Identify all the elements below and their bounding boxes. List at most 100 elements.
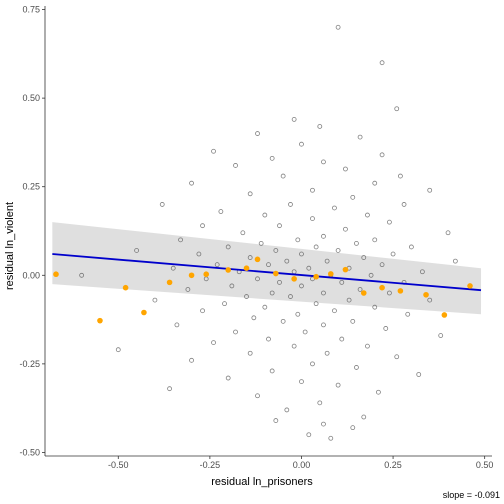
data-point bbox=[295, 311, 301, 317]
data-point bbox=[178, 237, 183, 243]
data-point bbox=[368, 272, 374, 278]
data-point bbox=[383, 326, 389, 331]
data-point bbox=[321, 290, 326, 296]
data-point bbox=[365, 212, 370, 218]
data-point bbox=[445, 230, 451, 236]
plot-area bbox=[52, 24, 482, 441]
data-point bbox=[233, 329, 238, 335]
binned-mean-point bbox=[397, 288, 404, 294]
binned-mean-point bbox=[225, 267, 231, 273]
data-point bbox=[280, 318, 286, 324]
confidence-band-layer bbox=[52, 222, 482, 315]
data-point bbox=[189, 357, 194, 363]
data-point bbox=[273, 248, 279, 253]
data-point bbox=[332, 308, 337, 314]
data-point bbox=[398, 173, 403, 179]
binned-mean-point bbox=[379, 284, 385, 291]
data-point bbox=[134, 248, 139, 253]
data-point bbox=[269, 290, 275, 296]
binned-mean-point bbox=[53, 271, 59, 278]
data-point bbox=[321, 159, 326, 165]
data-point bbox=[376, 389, 381, 395]
binned-mean-point bbox=[203, 271, 210, 278]
data-point bbox=[266, 336, 271, 342]
data-point bbox=[284, 258, 290, 264]
data-point bbox=[291, 343, 297, 349]
y-axis-ticks: -0.50 -0.25 0.00 0.25 0.50 0.75 bbox=[19, 5, 45, 457]
data-point bbox=[365, 343, 370, 349]
data-point bbox=[328, 435, 334, 441]
data-point bbox=[387, 290, 392, 296]
y-tick-label: 0.25 bbox=[22, 182, 40, 192]
data-point bbox=[262, 304, 268, 310]
data-point bbox=[225, 375, 231, 381]
binned-mean-point bbox=[441, 312, 448, 318]
data-point bbox=[438, 333, 444, 338]
data-point bbox=[170, 265, 176, 271]
y-tick-label: 0.00 bbox=[22, 270, 40, 280]
data-point bbox=[262, 212, 268, 218]
data-point bbox=[211, 148, 216, 154]
x-tick-label: -0.50 bbox=[108, 460, 129, 470]
binned-mean-point bbox=[243, 265, 250, 272]
data-point bbox=[332, 205, 337, 211]
data-point bbox=[339, 336, 345, 342]
binned-mean-point bbox=[423, 291, 429, 298]
data-point bbox=[310, 216, 315, 221]
data-point bbox=[299, 283, 304, 289]
data-point bbox=[394, 106, 400, 112]
data-point bbox=[339, 279, 345, 285]
data-point bbox=[302, 329, 308, 335]
data-point bbox=[269, 368, 275, 374]
data-point bbox=[310, 187, 315, 193]
data-point bbox=[313, 301, 319, 307]
data-point bbox=[321, 233, 326, 239]
data-point bbox=[251, 315, 257, 321]
data-point bbox=[152, 297, 158, 303]
data-point bbox=[299, 251, 304, 257]
data-point bbox=[350, 425, 356, 431]
data-point bbox=[280, 173, 286, 179]
data-point bbox=[247, 191, 253, 197]
binned-mean-point bbox=[291, 276, 297, 282]
data-point bbox=[79, 272, 85, 278]
data-point bbox=[218, 209, 224, 214]
data-point bbox=[240, 230, 246, 236]
data-point bbox=[387, 219, 392, 225]
data-point bbox=[313, 244, 319, 250]
binned-mean-point bbox=[254, 256, 261, 263]
data-point bbox=[247, 255, 253, 260]
slope-annotation: slope = -0.091 bbox=[443, 490, 500, 500]
binned-mean-point bbox=[141, 309, 147, 316]
data-point bbox=[284, 407, 290, 413]
data-point bbox=[379, 152, 385, 158]
data-point bbox=[258, 241, 264, 246]
binned-mean-point bbox=[467, 283, 473, 289]
data-point bbox=[214, 262, 220, 268]
data-point bbox=[357, 134, 363, 140]
data-point bbox=[185, 287, 191, 292]
data-point bbox=[343, 226, 348, 232]
data-point bbox=[233, 163, 238, 168]
data-point bbox=[269, 155, 275, 161]
data-point bbox=[372, 237, 378, 243]
binned-mean-point bbox=[166, 279, 173, 286]
x-tick-label: 0.50 bbox=[476, 460, 494, 470]
data-point bbox=[350, 194, 356, 200]
data-point bbox=[225, 244, 231, 250]
data-point bbox=[361, 255, 367, 260]
data-point bbox=[255, 131, 260, 136]
data-point bbox=[247, 350, 253, 356]
data-point bbox=[317, 400, 323, 406]
confidence-band bbox=[52, 222, 482, 315]
data-point bbox=[299, 379, 304, 384]
data-point bbox=[299, 141, 304, 147]
data-point bbox=[317, 124, 323, 129]
data-point bbox=[306, 265, 312, 271]
data-point bbox=[273, 418, 279, 423]
data-point bbox=[189, 180, 194, 186]
data-point bbox=[255, 393, 260, 399]
y-axis-title: residual ln_violent bbox=[4, 202, 16, 290]
data-point bbox=[229, 283, 235, 289]
